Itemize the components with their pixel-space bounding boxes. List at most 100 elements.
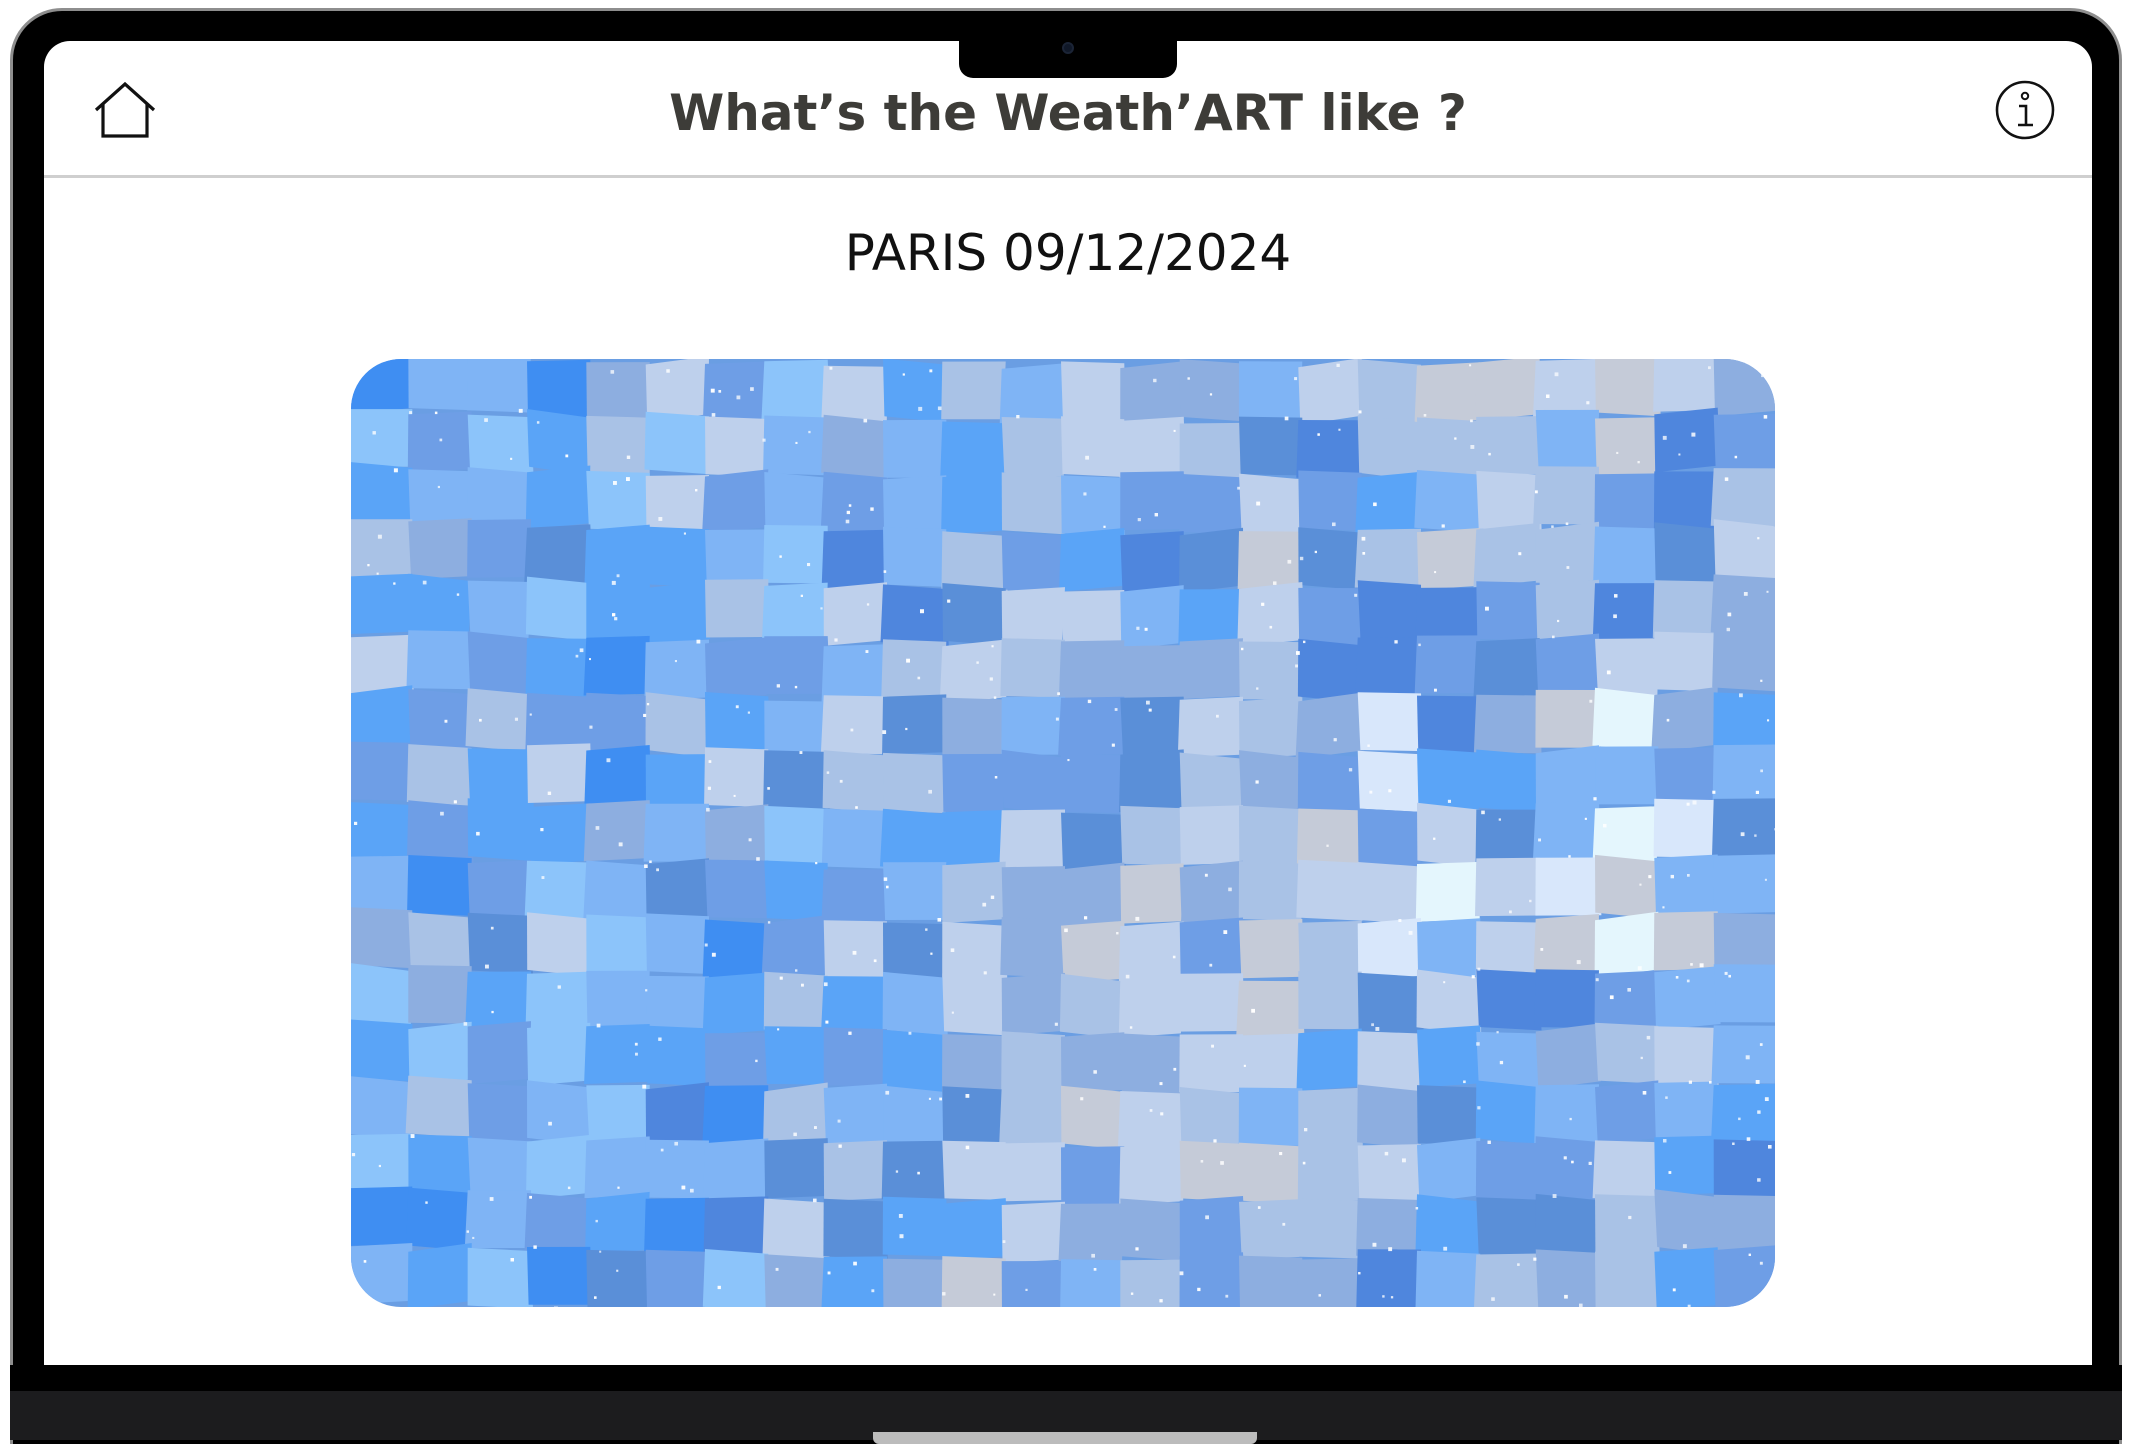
snow-speck <box>1382 1295 1385 1298</box>
mosaic-tile <box>1296 1028 1362 1092</box>
mosaic-tile <box>1357 808 1421 870</box>
snow-speck <box>748 838 752 842</box>
mosaic-tile <box>1237 582 1306 647</box>
mosaic-tile <box>407 800 474 865</box>
snow-speck <box>510 1258 514 1262</box>
snow-speck <box>536 421 540 424</box>
snow-speck <box>829 366 833 370</box>
mosaic-tile <box>586 1084 650 1144</box>
mosaic-tile <box>1120 696 1185 756</box>
snow-speck <box>993 696 997 699</box>
mosaic-tile <box>1593 526 1659 587</box>
mosaic-tile <box>1476 470 1542 533</box>
info-icon <box>1995 80 2055 140</box>
laptop-hinge <box>873 1432 1257 1444</box>
mosaic-tile <box>1475 1080 1540 1145</box>
mosaic-tile <box>1357 359 1422 423</box>
info-button[interactable] <box>1994 79 2056 141</box>
snow-speck <box>928 789 932 794</box>
snow-speck <box>1257 1206 1261 1209</box>
snow-speck <box>1740 832 1745 837</box>
mosaic-tile <box>1239 805 1304 867</box>
mosaic-tile <box>351 634 414 696</box>
snow-speck <box>491 1010 494 1014</box>
snow-speck <box>837 1119 841 1123</box>
mosaic-tile <box>763 1082 829 1150</box>
snow-speck <box>626 455 631 459</box>
snow-speck <box>1760 769 1763 773</box>
snow-speck <box>440 811 444 816</box>
mosaic-tile <box>1061 590 1125 650</box>
snow-speck <box>1568 855 1571 858</box>
mosaic-tile <box>351 907 413 969</box>
mosaic-tile <box>761 915 830 981</box>
snow-speck <box>1675 976 1679 979</box>
snow-speck <box>1726 627 1730 632</box>
mosaic-tile <box>1654 747 1718 807</box>
snow-speck <box>834 638 838 642</box>
snow-speck <box>1146 700 1150 705</box>
mosaic-tile <box>527 1080 591 1146</box>
mosaic-tile <box>408 1021 472 1087</box>
snow-speck <box>529 1195 532 1199</box>
snow-speck <box>565 454 569 458</box>
snow-speck <box>1067 759 1070 762</box>
snow-speck <box>873 959 877 963</box>
snow-speck <box>1586 401 1590 405</box>
snow-speck <box>674 660 677 663</box>
mosaic-tile <box>1120 361 1185 426</box>
snow-speck <box>827 1271 831 1275</box>
snow-speck <box>1057 692 1060 696</box>
snow-speck <box>1728 974 1731 978</box>
mosaic-tile <box>1177 696 1244 758</box>
snow-speck <box>1390 1296 1394 1299</box>
snow-speck <box>1149 1109 1153 1112</box>
snow-speck <box>990 895 995 899</box>
snow-speck <box>479 718 482 722</box>
snow-speck <box>1256 501 1261 506</box>
mosaic-tile <box>1417 802 1481 868</box>
snow-speck <box>1686 802 1690 806</box>
snow-speck <box>1686 979 1690 983</box>
snow-speck <box>1616 451 1619 454</box>
snow-speck <box>846 510 850 515</box>
snow-speck <box>848 504 852 507</box>
mosaic-tile <box>1179 527 1244 594</box>
snow-speck <box>1130 1292 1134 1295</box>
mosaic-tile <box>467 748 534 808</box>
mosaic-tile <box>940 421 1006 481</box>
mosaic-tile <box>643 803 709 862</box>
mosaic-tile <box>1475 1140 1543 1201</box>
snow-speck <box>1734 455 1738 459</box>
mosaic-tile <box>525 576 591 641</box>
snow-speck <box>852 950 857 955</box>
snow-speck <box>1336 363 1340 367</box>
mosaic-tile <box>1118 975 1184 1038</box>
mosaic-tile <box>1061 1146 1125 1206</box>
home-button[interactable] <box>92 80 158 140</box>
snow-speck <box>865 650 869 653</box>
mosaic-tile <box>1476 1031 1543 1092</box>
snow-speck <box>735 705 739 709</box>
snow-speck <box>484 418 488 422</box>
mosaic-tile <box>1120 585 1184 650</box>
mosaic-tile <box>408 965 472 1024</box>
snow-speck <box>1016 415 1020 419</box>
snow-speck <box>779 555 782 558</box>
snow-speck <box>801 983 804 987</box>
snow-speck <box>1388 789 1392 793</box>
snow-speck <box>895 1170 899 1173</box>
snow-speck <box>1135 916 1140 921</box>
mosaic-tile <box>1415 1194 1483 1260</box>
snow-speck <box>1662 906 1665 909</box>
mosaic-tile <box>881 639 947 700</box>
mosaic-tile <box>999 1086 1065 1146</box>
mosaic-tile <box>1713 519 1775 585</box>
mosaic-tile <box>1117 1091 1184 1152</box>
mosaic-tile <box>1357 692 1424 752</box>
snow-speck <box>733 794 736 797</box>
mosaic-tile <box>467 1137 531 1200</box>
snow-speck <box>939 1097 942 1101</box>
mosaic-tile <box>940 809 1006 870</box>
snow-speck <box>1588 1161 1592 1165</box>
